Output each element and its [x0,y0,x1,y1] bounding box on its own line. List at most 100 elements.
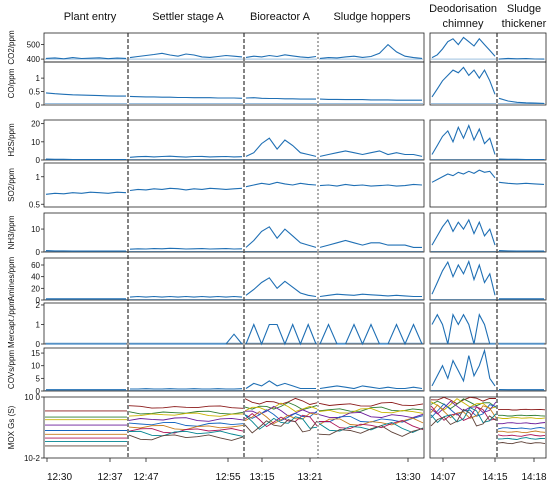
series-line-4-4 [431,218,496,246]
series-line-5-4 [431,259,496,296]
panel-frame [429,347,547,392]
y-tick-label: 500 [27,41,41,50]
mox-sensor-5-seg-4 [430,404,497,419]
series-line-5-3 [319,293,422,298]
y-tick-label: 400 [27,55,41,64]
mox-sensor-3-seg-3 [318,411,424,419]
mox-sensor-4-seg-3 [319,415,424,423]
panel-frame [43,162,425,208]
mox-sensor-8-seg-4 [430,408,497,427]
mox-sensor-0-seg-5 [497,408,546,411]
panel-frame [43,61,425,106]
mox-sensor-2-seg-2 [244,402,318,412]
mox-sensor-6-seg-2 [244,413,318,428]
chart-panels: CO2/ppm 400500CO/ppm00.51H2S/ppm01020SO2/… [7,30,547,463]
segment-label-sludge-hoppers: Sludge hoppers [333,11,411,23]
mox-sensor-0-seg-3 [318,401,424,407]
y-tick-label: 0 [36,340,41,349]
mox-sensor-1-seg-3 [318,406,424,412]
mox-sensor-8-seg-2 [244,419,318,434]
segment-dividers [127,33,498,458]
y-tick-label: 10 [31,362,40,371]
x-tick-label: 14:15 [482,472,507,483]
mox-sensor-7-seg-2 [244,414,318,430]
mox-sensor-6-seg-1 [128,428,244,434]
mox-sensor-4-seg-5 [497,427,546,430]
series-line-3-0 [45,191,127,195]
panel-frame [43,257,425,301]
series-line-7-3 [319,385,423,390]
segment-label-deodorisation-chimney-line2: chimney [443,18,484,30]
segment-label-settler-stage-a: Settler stage A [152,11,224,23]
series-line-6-3 [319,323,423,346]
series-line-0-3 [319,43,423,59]
y-axis-label: Mercapt./ppm [7,299,16,348]
panel-frame [429,162,547,208]
panel-frame [429,396,547,459]
series-line-6-2 [245,323,317,346]
segment-label-sludge-thickener-line2: thickener [502,18,547,30]
mox-sensor-2-seg-1 [128,412,244,417]
mox-sensor-2-seg-4 [430,398,497,411]
panel-1: CO/ppm 0 0.5 1 [7,61,547,110]
y-tick-label: 40 [31,273,40,282]
panel-2: H2S/ppm 0 10 20 [7,119,547,165]
series-line-1-1 [129,95,243,99]
x-tick-label: 13:21 [297,472,322,483]
panel-frame [429,257,547,301]
series-line-1-5 [498,97,545,104]
y-tick-label: 0 [36,156,41,165]
mox-sensor-1-seg-4 [430,398,497,410]
series-line-5-2 [245,277,317,298]
y-tick-label: 0 [36,296,41,305]
x-tick-label: 13:15 [249,472,274,483]
mox-sensor-7-seg-1 [128,430,244,437]
panel-frame [43,347,425,392]
series-line-4-3 [319,239,422,248]
mox-sensor-3-seg-5 [498,422,546,425]
y-tick-label: 20 [31,120,40,129]
panel-frame [43,119,425,161]
mox-sensor-2-seg-5 [497,417,546,420]
mox-sensor-8-seg-3 [318,425,424,437]
segment-label-sludge-thickener: Sludge [507,3,541,15]
mox-sensor-0-seg-1 [128,405,244,409]
series-line-0-2 [245,54,317,59]
y-axis-label: H2S/ppm [7,123,16,157]
x-tick-label: 13:30 [395,472,420,483]
y-tick-label: 0 [36,387,41,396]
series-line-2-3 [319,150,423,157]
mox-sensor-2-seg-3 [318,407,424,414]
segment-label-plant-entry: Plant entry [64,11,117,23]
y-tick-label: 0.5 [29,88,41,97]
panel-6: Mercapt./ppm 0 1 2 [7,299,547,349]
mox-sensor-7-seg-5 [497,437,546,440]
series-line-6-1 [130,333,243,345]
panel-frame [43,212,425,253]
y-axis-label: Amines/ppm [7,256,16,301]
y-tick-label: 10-2 [24,454,41,463]
x-tick-label: 12:47 [133,472,158,483]
x-tick-label: 12:37 [97,472,122,483]
y-axis-label: CO2/ppm [7,30,16,65]
y-tick-label: 2 [36,301,41,310]
x-tick-label: 14:18 [521,472,546,483]
series-line-1-0 [45,92,126,97]
panel-7: COVs/ppm 0 5 10 15 [7,347,547,396]
y-axis-label: NH3/ppm [7,215,16,249]
y-tick-label: 10 [31,225,40,234]
y-tick-label: 1 [36,320,41,329]
mox-sensor-7-seg-3 [318,422,424,433]
y-tick-label: 10 0 [24,393,40,402]
panel-frame [43,396,425,459]
x-tick-label: 14:07 [430,472,455,483]
mox-sensor-8-seg-5 [497,441,546,445]
x-axis-tick-labels: 12:30 12:37 12:47 12:55 13:15 13:21 13:30 14:07… [46,458,547,483]
mox-sensor-5-seg-5 [498,430,546,434]
y-tick-label: 15 [31,349,40,358]
y-tick-label: 0 [36,101,41,110]
series-line-1-4 [431,66,496,98]
panel-8: MOX Gs (S) 10-2 10 0 [7,393,547,463]
mox-sensor-0-seg-4 [430,396,496,405]
